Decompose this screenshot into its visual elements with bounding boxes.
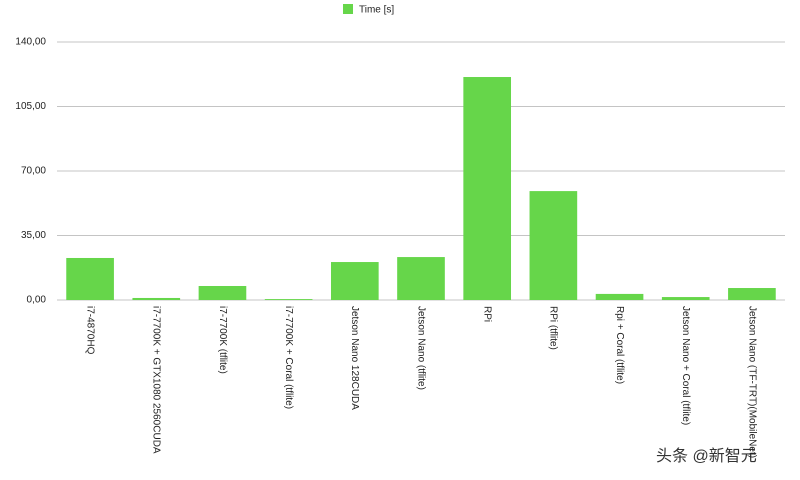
legend-label: Time [s] (359, 5, 394, 16)
y-tick-label: 105,00 (15, 101, 46, 112)
legend-swatch (343, 4, 353, 14)
bar (529, 191, 578, 300)
y-tick-label: 35,00 (21, 230, 46, 241)
y-tick-label: 0,00 (27, 295, 47, 306)
x-tick-label: Rpi + Coral (tflite) (614, 306, 625, 384)
watermark: 头条 @新智元 (656, 447, 757, 465)
bar (595, 293, 644, 300)
x-tick-label: i7-4870HQ (84, 306, 95, 355)
bar (728, 288, 776, 300)
bar (264, 299, 313, 300)
bar (132, 297, 181, 300)
x-tick-label: Jetson Nano 128CUDA (349, 306, 360, 410)
x-tick-label: i7-7700K + Coral (tflite) (283, 306, 294, 409)
x-tick-label: i7-7700K + GTX1080 2560CUDA (151, 306, 162, 454)
bar (330, 262, 379, 300)
bar (198, 285, 247, 300)
bar (397, 257, 445, 300)
x-tick-label: RPi (tflite) (548, 306, 559, 350)
x-tick-label: Jetson Nano + Coral (tflite) (680, 306, 691, 425)
bar (463, 77, 512, 300)
x-tick-label: i7-7700K (tflite) (217, 306, 228, 374)
bar (66, 257, 114, 300)
x-tick-label: Jetson Nano (TF-TRT)(MobileNet) (746, 306, 757, 458)
y-tick-label: 70,00 (21, 166, 46, 177)
y-tick-label: 140,00 (15, 37, 46, 48)
x-tick-label: RPi (482, 306, 493, 322)
x-tick-label: Jetson Nano (tflite) (415, 306, 426, 390)
bar (661, 297, 710, 300)
